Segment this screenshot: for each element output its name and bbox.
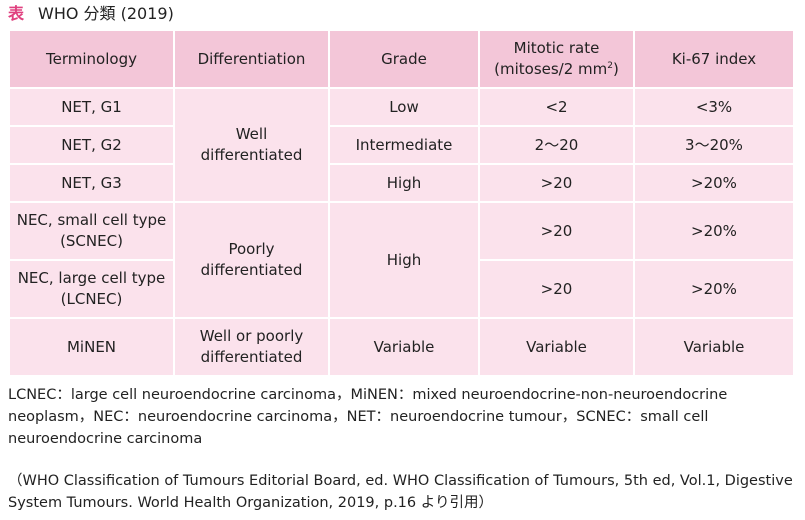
cell-terminology: NEC, small cell type (SCNEC) — [8, 201, 175, 261]
table-label: 表 — [8, 4, 25, 23]
diff-line2: differentiated — [200, 146, 303, 164]
table-title: 表 WHO 分類 (2019) — [8, 4, 174, 24]
cell-differentiation: Poorly differentiated — [173, 201, 330, 319]
cell-grade: Variable — [328, 317, 480, 377]
cell-terminology: NET, G2 — [8, 125, 175, 165]
cell-mitotic: >20 — [478, 259, 635, 319]
citation: （WHO Classification of Tumours Editorial… — [8, 473, 793, 511]
header-differentiation: Differentiation — [173, 29, 330, 89]
cell-terminology: NET, G3 — [8, 163, 175, 203]
table-row: NET, G2 Intermediate 2〜20 3〜20% — [8, 125, 795, 165]
cell-grade: Intermediate — [328, 125, 480, 165]
term-line2: (LCNEC) — [60, 290, 123, 308]
cell-ki67: >20% — [633, 201, 795, 261]
header-mitotic-sup: 2 — [607, 61, 613, 71]
cell-grade: High — [328, 163, 480, 203]
table-row: NET, G3 High >20 >20% — [8, 163, 795, 203]
cell-ki67: Variable — [633, 317, 795, 377]
table-title-text: WHO 分類 (2019) — [38, 4, 174, 23]
cell-ki67: >20% — [633, 163, 795, 203]
abbreviation-notes: LCNEC：large cell neuroendocrine carcinom… — [8, 387, 728, 447]
table-row: MiNEN Well or poorly differentiated Vari… — [8, 317, 795, 377]
header-mitotic-close: ) — [613, 60, 619, 78]
diff-line1: Well — [235, 125, 268, 143]
header-row: Terminology Differentiation Grade Mitoti… — [8, 29, 795, 89]
header-grade: Grade — [328, 29, 480, 89]
table-row: NEC, small cell type (SCNEC) Poorly diff… — [8, 201, 795, 319]
cell-mitotic: >20 — [478, 163, 635, 203]
cell-differentiation: Well or poorly differentiated — [173, 317, 330, 377]
cell-differentiation: Well differentiated — [173, 87, 330, 203]
term-line1: NEC, small cell type — [16, 211, 167, 229]
who-classification-table: Terminology Differentiation Grade Mitoti… — [8, 29, 795, 377]
diff-line1: Poorly — [228, 240, 275, 258]
term-line2: (SCNEC) — [60, 232, 123, 250]
term-line1: NEC, large cell type — [17, 269, 166, 287]
cell-mitotic: >20 — [478, 201, 635, 261]
cell-mitotic: Variable — [478, 317, 635, 377]
cell-mitotic: <2 — [478, 87, 635, 127]
cell-mitotic: 2〜20 — [478, 125, 635, 165]
table-row: NET, G1 Well differentiated Low <2 <3% — [8, 87, 795, 203]
cell-grade: Low — [328, 87, 480, 127]
cell-grade: High — [328, 201, 480, 319]
header-terminology: Terminology — [8, 29, 175, 89]
header-mitotic-line2: (mitoses/2 mm — [494, 60, 608, 78]
cell-terminology: MiNEN — [8, 317, 175, 377]
table-row: NEC, large cell type (LCNEC) >20 >20% — [8, 259, 795, 319]
header-mitotic-line1: Mitotic rate — [513, 39, 600, 57]
cell-terminology: NET, G1 — [8, 87, 175, 127]
diff-line2: differentiated — [200, 348, 303, 366]
cell-ki67: >20% — [633, 259, 795, 319]
cell-terminology: NEC, large cell type (LCNEC) — [8, 259, 175, 319]
header-mitotic-rate: Mitotic rate (mitoses/2 mm2) — [478, 29, 635, 89]
cell-ki67: <3% — [633, 87, 795, 127]
diff-line1: Well or poorly — [199, 327, 304, 345]
diff-line2: differentiated — [200, 261, 303, 279]
cell-ki67: 3〜20% — [633, 125, 795, 165]
header-ki67: Ki-67 index — [633, 29, 795, 89]
